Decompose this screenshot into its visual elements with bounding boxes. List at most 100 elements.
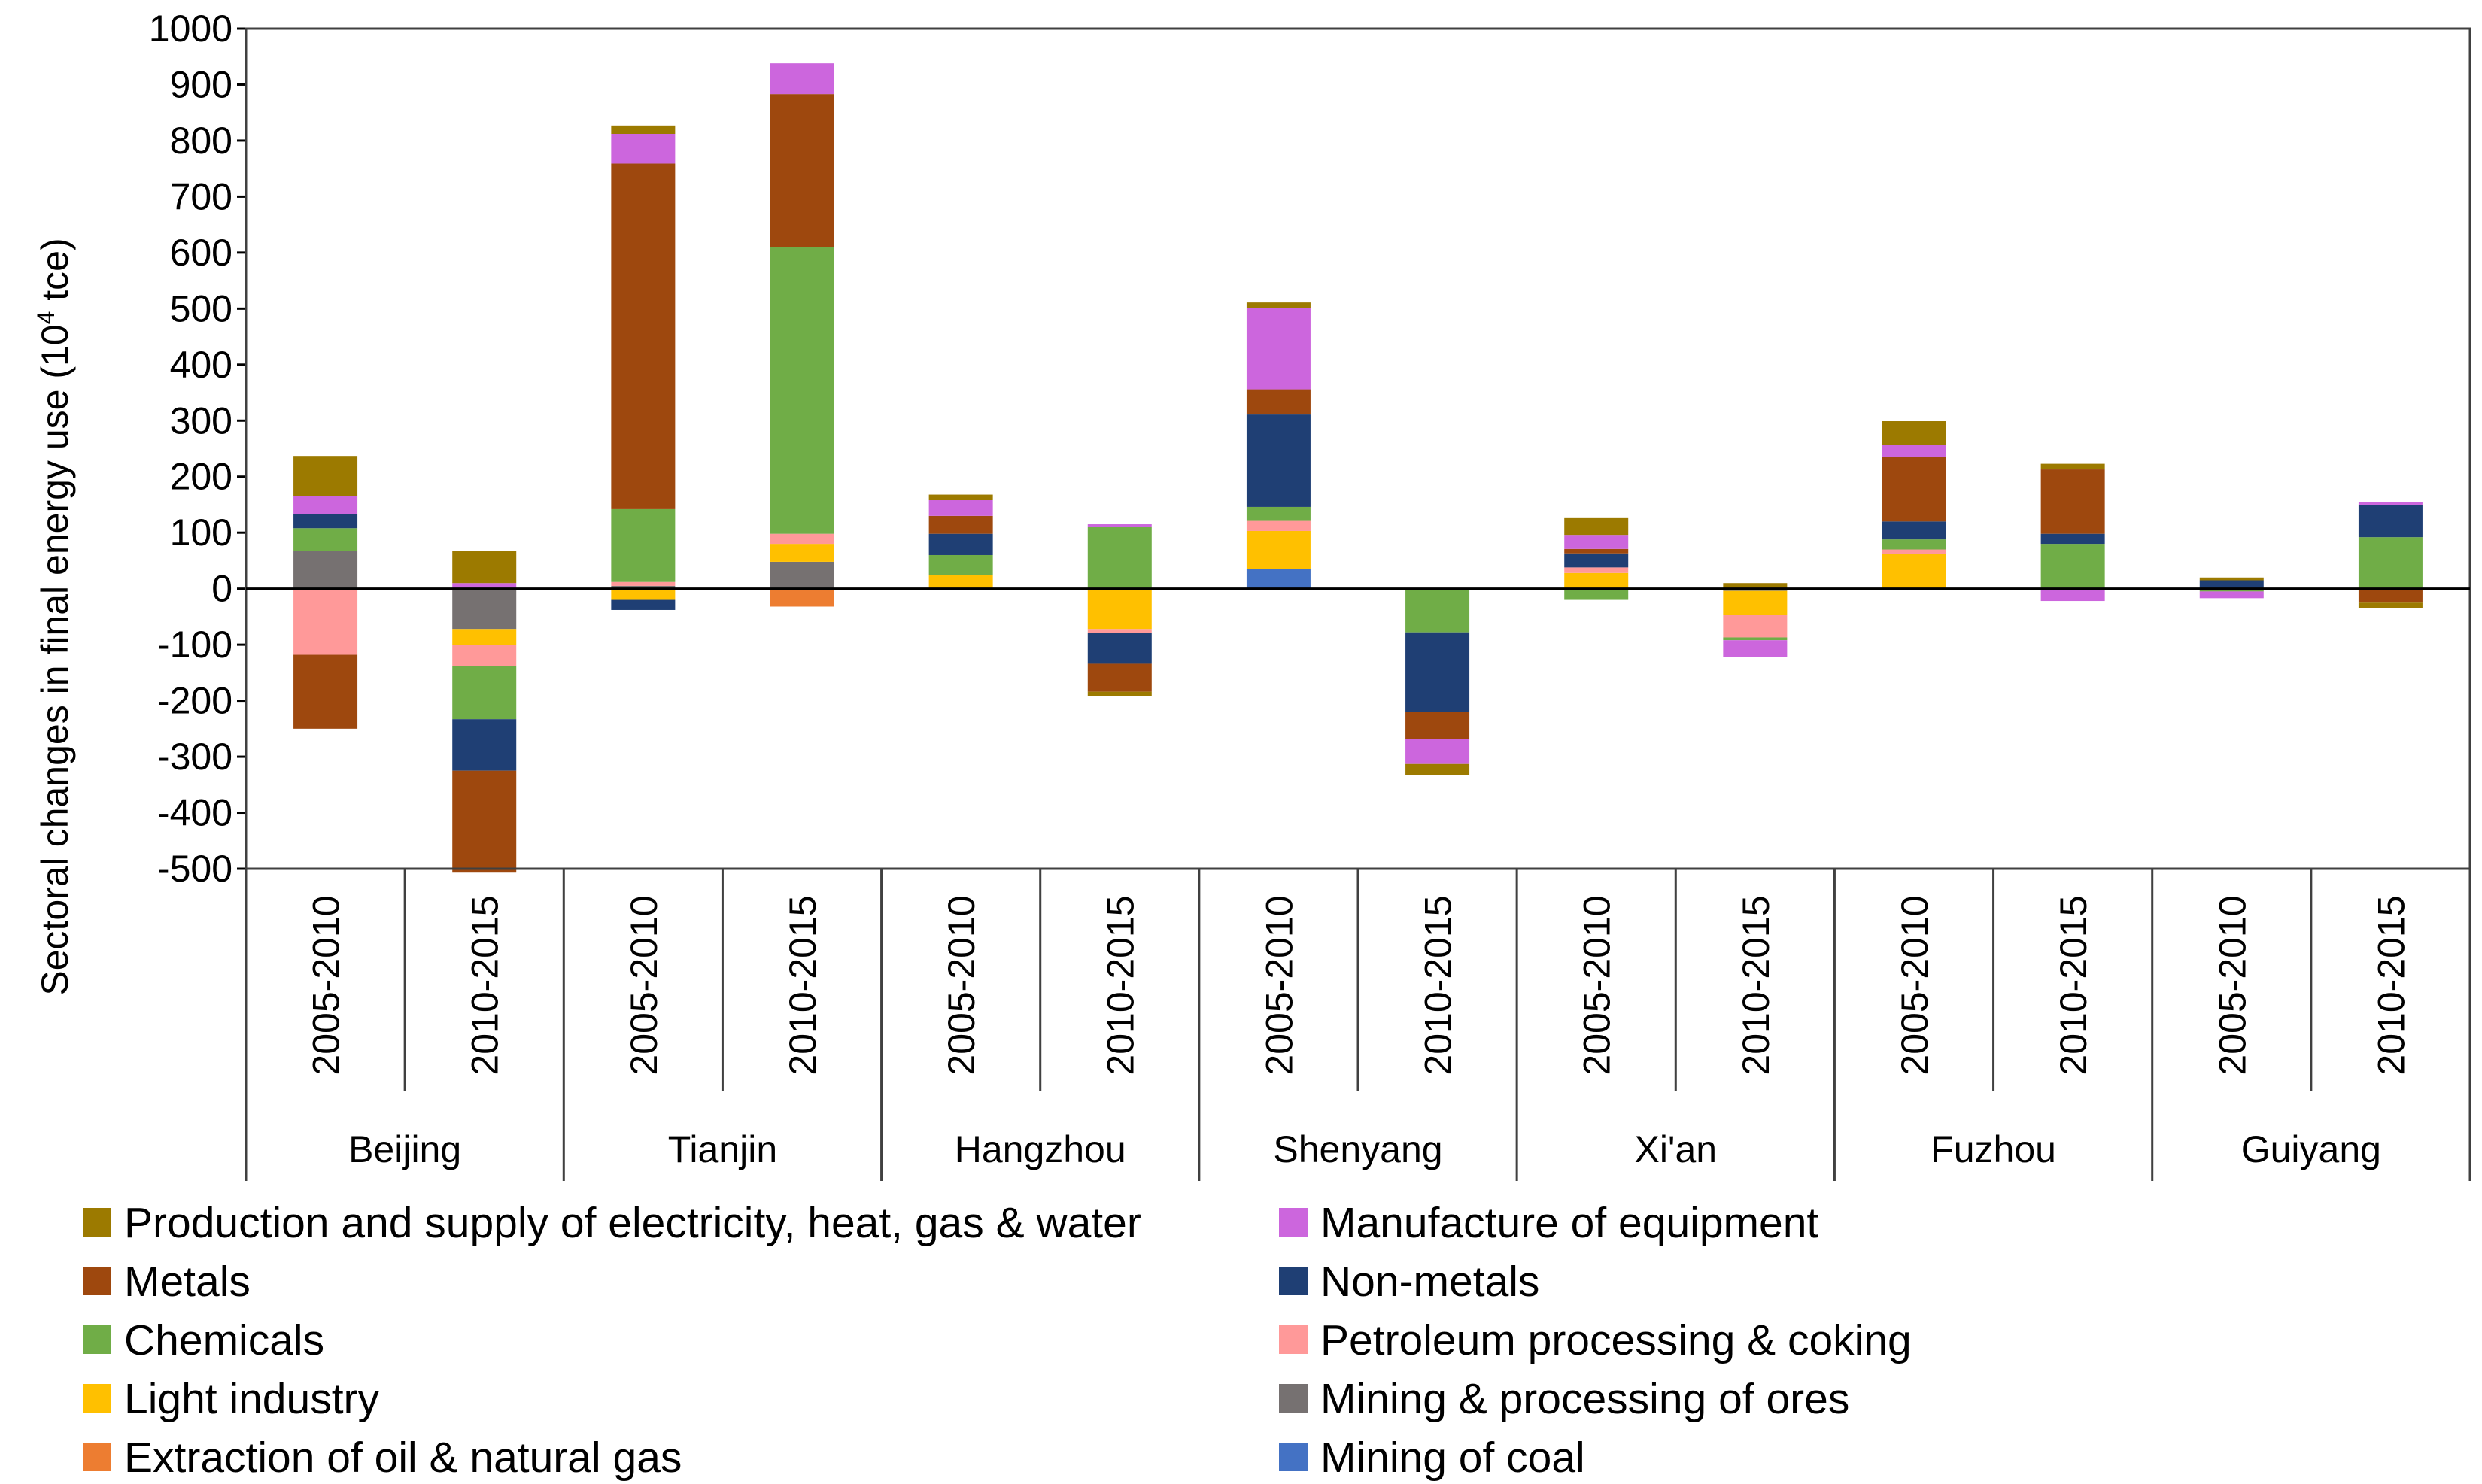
y-tick-label: -200: [157, 680, 232, 722]
bar-segment: [1564, 553, 1629, 568]
bar-segment: [1087, 524, 1152, 527]
bar-segment: [452, 666, 517, 720]
y-tick-label: 300: [170, 399, 232, 442]
bar-segment: [1246, 302, 1311, 308]
legend-label: Metals: [124, 1258, 251, 1306]
bar-segment: [1723, 615, 1788, 638]
bar-segment: [1246, 389, 1311, 415]
y-tick-label: 0: [211, 568, 232, 610]
bar-segment: [452, 629, 517, 645]
bar-segment: [1405, 763, 1470, 775]
bar-segment: [1246, 506, 1311, 521]
legend-label: Mining of coal: [1320, 1434, 1585, 1482]
period-label: 2010-2015: [782, 895, 824, 1075]
axes-group: [245, 27, 2471, 870]
period-label: 2010-2015: [1099, 895, 1141, 1075]
bar-segment: [1723, 637, 1788, 641]
bar-segment: [2040, 463, 2105, 470]
y-tick-label: 200: [170, 456, 232, 498]
period-label: 2005-2010: [1258, 895, 1300, 1075]
y-tick-label: 1000: [149, 8, 232, 50]
y-tick-label: -500: [157, 848, 232, 890]
bar-segment: [1405, 712, 1470, 739]
bar-segment: [1087, 663, 1152, 692]
y-tick-label: -300: [157, 736, 232, 778]
bar-segment: [293, 654, 358, 729]
bar-segment: [2358, 504, 2423, 538]
bar-segment: [1087, 527, 1152, 589]
city-label: Hangzhou: [955, 1128, 1126, 1170]
legend-label: Petroleum processing & coking: [1320, 1316, 1912, 1364]
bar-segment: [1405, 632, 1470, 712]
period-label: 2005-2010: [623, 895, 665, 1075]
y-tick-label: 700: [170, 175, 232, 217]
bar-segment: [293, 514, 358, 529]
y-tick-label: 600: [170, 232, 232, 274]
bar-segment: [1246, 414, 1311, 507]
bar-segment: [1246, 308, 1311, 390]
bar-segment: [1564, 535, 1629, 549]
bar-segment: [1723, 640, 1788, 657]
legend-swatch: [1279, 1208, 1308, 1237]
bar-segment: [928, 500, 993, 516]
bar-segment: [293, 588, 358, 655]
city-label: Tianjin: [668, 1128, 777, 1170]
bar-segment: [452, 583, 517, 589]
bar-segment: [770, 544, 834, 562]
bar-segment: [928, 494, 993, 501]
bar-segment: [2358, 602, 2423, 608]
bar-segment: [770, 247, 834, 534]
period-label: 2010-2015: [464, 895, 506, 1075]
bar-segment: [452, 588, 517, 630]
bar-segment: [2199, 591, 2264, 599]
y-tick-label: 500: [170, 287, 232, 329]
bar-segment: [2199, 580, 2264, 589]
bar-segment: [2199, 588, 2264, 592]
bar-segment: [611, 163, 676, 509]
legend-label: Extraction of oil & natural gas: [124, 1434, 682, 1482]
bar-segment: [770, 94, 834, 247]
bar-segment: [1882, 445, 1946, 457]
y-tick-label: 900: [170, 63, 232, 105]
bar-segment: [611, 599, 676, 610]
bar-segment: [1087, 629, 1152, 633]
period-label: 2010-2015: [1735, 895, 1777, 1075]
period-label: 2010-2015: [2052, 895, 2095, 1075]
period-label: 2010-2015: [1417, 895, 1460, 1075]
bar-segment: [452, 645, 517, 666]
bar-segment: [611, 125, 676, 134]
bar-segment: [452, 551, 517, 584]
bar-segment: [1405, 739, 1470, 764]
bar-segment: [1246, 530, 1311, 569]
legend-label: Manufacture of equipment: [1320, 1199, 1818, 1247]
legend-swatch: [1279, 1384, 1308, 1413]
bar-segment: [293, 528, 358, 551]
bar-segment: [1564, 572, 1629, 589]
bar-segment: [1564, 588, 1629, 600]
bar-segment: [1087, 633, 1152, 664]
y-tick-label: -100: [157, 624, 232, 666]
city-label: Guiyang: [2241, 1128, 2381, 1170]
legend-swatch: [83, 1208, 111, 1237]
period-label: 2005-2010: [940, 895, 983, 1075]
plot-frame: [245, 27, 2471, 870]
bar-segment: [611, 133, 676, 164]
legend-swatch: [83, 1325, 111, 1354]
city-label: Beijing: [348, 1128, 461, 1170]
bar-segment: [611, 508, 676, 582]
period-label: 2005-2010: [305, 895, 348, 1075]
legend: Production and supply of electricity, he…: [83, 1199, 1912, 1482]
bar-segment: [1564, 548, 1629, 554]
category-axis: 2005-2010 2010-2015 2005-2010 2010-2015 2005…: [245, 869, 2471, 1181]
legend-label: Light industry: [124, 1375, 380, 1423]
y-tick-label: 400: [170, 344, 232, 386]
bar-segment: [1882, 421, 1946, 445]
bar-segment: [611, 585, 676, 589]
period-label: 2005-2010: [1576, 895, 1618, 1075]
legend-label: Production and supply of electricity, he…: [124, 1199, 1141, 1247]
bar-segment: [2358, 537, 2423, 589]
bar-segment: [1246, 520, 1311, 531]
bar-segment: [928, 575, 993, 589]
legend-swatch: [1279, 1267, 1308, 1295]
